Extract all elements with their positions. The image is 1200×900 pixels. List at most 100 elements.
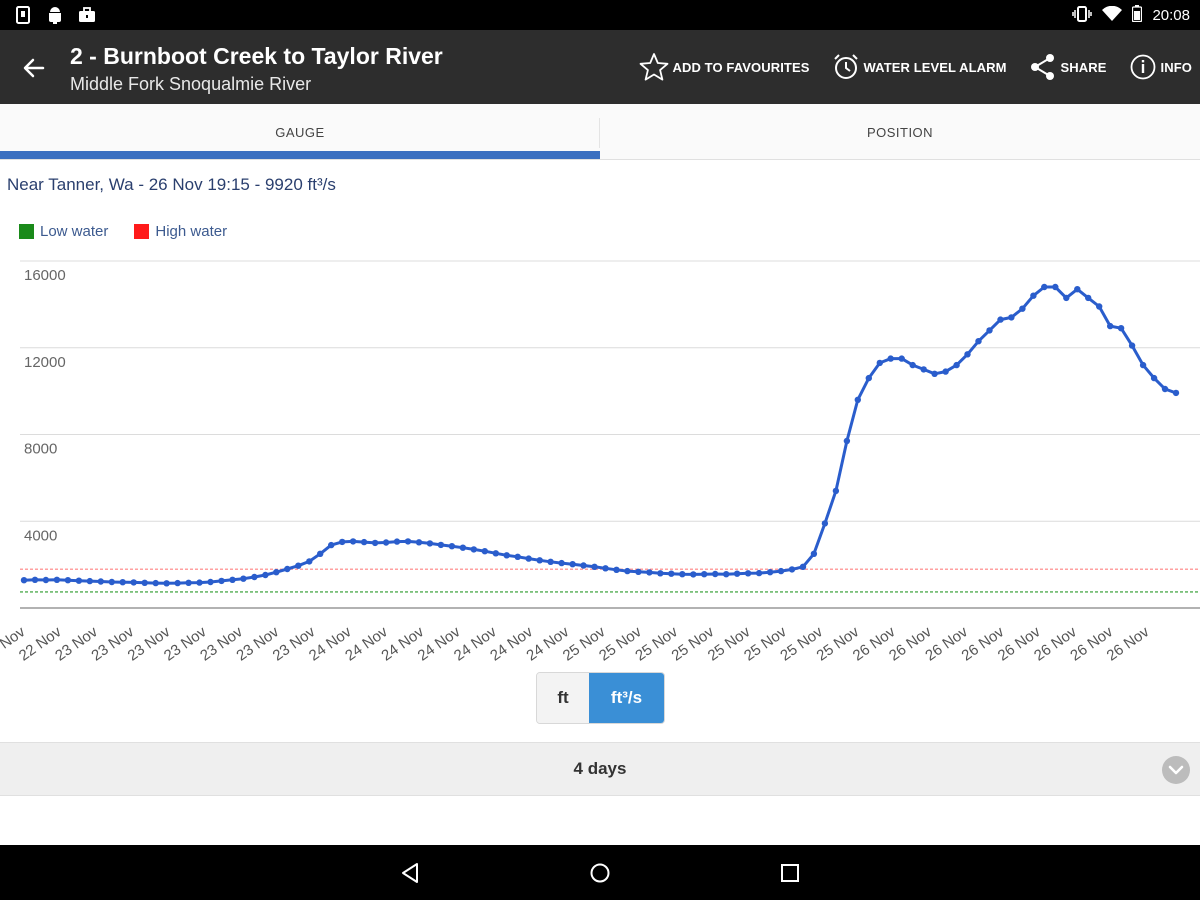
briefcase-icon bbox=[78, 5, 96, 25]
data-point bbox=[744, 570, 752, 577]
share-icon bbox=[1030, 54, 1054, 80]
data-point bbox=[371, 539, 379, 547]
x-tick-label: 26 Nov bbox=[1104, 623, 1153, 664]
data-point bbox=[613, 566, 620, 573]
star-icon bbox=[639, 53, 668, 81]
data-point bbox=[295, 562, 302, 569]
data-point bbox=[1074, 286, 1081, 293]
data-point bbox=[141, 579, 148, 586]
data-point bbox=[580, 562, 587, 569]
data-point bbox=[986, 327, 993, 334]
share-button[interactable]: SHARE bbox=[1029, 53, 1107, 81]
data-point bbox=[931, 370, 938, 377]
data-point bbox=[854, 396, 861, 403]
recents-nav-icon[interactable] bbox=[777, 860, 803, 886]
data-point bbox=[657, 570, 664, 577]
info-button[interactable]: INFO bbox=[1129, 53, 1192, 81]
data-point bbox=[152, 579, 159, 587]
data-point bbox=[448, 543, 456, 550]
data-point bbox=[1096, 303, 1103, 310]
data-point bbox=[876, 359, 883, 367]
data-point bbox=[75, 577, 83, 584]
data-point bbox=[668, 570, 675, 577]
add-to-favourites-button[interactable]: ADD TO FAVOURITES bbox=[639, 52, 810, 82]
period-select[interactable]: 4 days bbox=[0, 742, 1200, 796]
share-label: SHARE bbox=[1060, 59, 1107, 75]
home-nav-icon[interactable] bbox=[587, 860, 613, 886]
back-button[interactable] bbox=[18, 52, 50, 84]
data-point bbox=[31, 576, 39, 583]
data-point bbox=[64, 577, 72, 584]
y-tick-label: 12000 bbox=[24, 354, 66, 371]
data-point bbox=[229, 576, 236, 583]
data-point bbox=[273, 569, 280, 576]
data-point bbox=[349, 538, 357, 545]
data-point bbox=[723, 571, 730, 578]
wifi-icon bbox=[1102, 5, 1123, 26]
tab-gauge[interactable]: GAUGE bbox=[275, 124, 325, 140]
data-point bbox=[810, 550, 818, 557]
tab-position[interactable]: POSITION bbox=[866, 124, 934, 140]
data-point bbox=[514, 553, 521, 560]
high-water-swatch bbox=[134, 224, 150, 239]
alarm-clock-icon bbox=[833, 54, 858, 79]
unit-cfs-button[interactable]: ft³/s bbox=[589, 673, 664, 723]
data-point bbox=[218, 577, 225, 585]
data-point bbox=[602, 565, 609, 572]
data-point bbox=[547, 558, 554, 565]
data-point bbox=[1019, 305, 1026, 312]
data-point bbox=[690, 571, 697, 578]
legend-low-water-label: Low water bbox=[40, 223, 109, 240]
data-point bbox=[130, 579, 137, 586]
data-point bbox=[119, 579, 126, 586]
data-point bbox=[525, 555, 532, 562]
data-point bbox=[832, 487, 840, 495]
data-point bbox=[108, 578, 116, 586]
status-bar: 20:08 bbox=[0, 0, 1200, 30]
water-level-alarm-button[interactable]: WATER LEVEL ALARM bbox=[832, 53, 1007, 81]
data-point bbox=[1172, 389, 1180, 397]
data-point bbox=[646, 569, 653, 576]
data-point bbox=[459, 544, 467, 551]
data-point bbox=[766, 569, 774, 576]
chart-legend: Low water High water bbox=[19, 223, 227, 240]
data-point bbox=[360, 538, 368, 546]
add-to-favourites-label: ADD TO FAVOURITES bbox=[672, 59, 810, 75]
clock: 20:08 bbox=[1152, 7, 1190, 24]
gauge-panel: Near Tanner, Wa - 26 Nov 19:15 - 9920 ft… bbox=[0, 160, 1200, 845]
data-point bbox=[942, 368, 949, 375]
y-tick-label: 4000 bbox=[24, 527, 57, 544]
data-point bbox=[20, 577, 28, 584]
data-point bbox=[97, 578, 105, 585]
info-icon bbox=[1130, 54, 1155, 80]
data-point bbox=[426, 540, 434, 547]
data-point bbox=[624, 567, 631, 575]
unit-ft-button[interactable]: ft bbox=[537, 673, 589, 723]
data-point bbox=[1008, 314, 1015, 321]
data-point bbox=[339, 538, 346, 546]
flow-series-line bbox=[23, 285, 1177, 585]
data-point bbox=[185, 579, 192, 586]
data-point bbox=[207, 578, 214, 586]
data-point bbox=[558, 559, 565, 567]
data-point bbox=[404, 538, 412, 545]
tab-bar: GAUGE POSITION bbox=[0, 104, 1200, 160]
period-select-value: 4 days bbox=[573, 759, 627, 778]
data-point bbox=[1085, 294, 1092, 302]
sim-card-icon bbox=[14, 5, 32, 25]
data-point bbox=[251, 573, 258, 581]
legend-high-water: High water bbox=[134, 223, 227, 240]
data-point bbox=[1150, 374, 1158, 382]
android-icon bbox=[46, 5, 64, 25]
data-point bbox=[437, 541, 445, 549]
data-point bbox=[887, 355, 894, 362]
data-point bbox=[196, 579, 203, 586]
data-point bbox=[755, 569, 763, 577]
data-point bbox=[975, 338, 982, 345]
data-point bbox=[953, 361, 960, 369]
info-label: INFO bbox=[1160, 59, 1192, 75]
tab-selected-indicator bbox=[0, 151, 600, 159]
back-nav-icon[interactable] bbox=[397, 860, 423, 886]
app-bar: 2 - Burnboot Creek to Taylor River Middl… bbox=[0, 30, 1200, 104]
data-point bbox=[865, 374, 872, 382]
